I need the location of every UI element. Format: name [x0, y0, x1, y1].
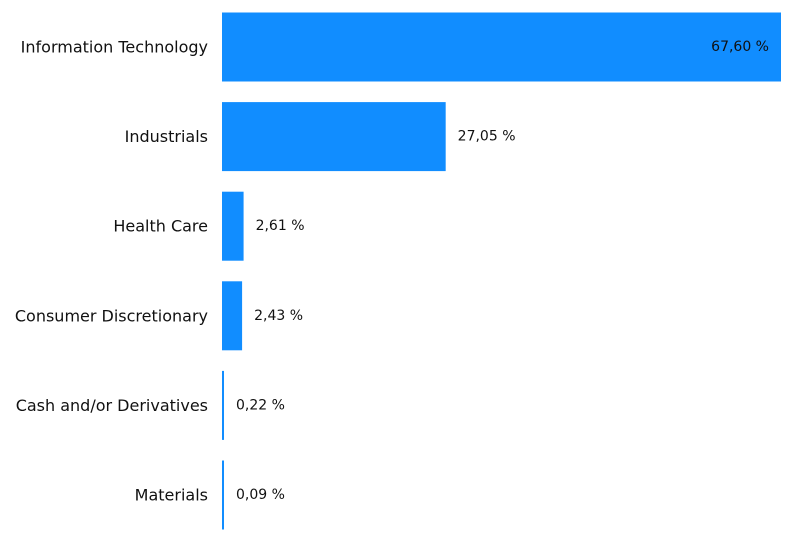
bar-health-care[interactable]	[222, 191, 244, 261]
value-labels: 67,60 % 27,05 % 2,61 % 2,43 % 0,22 % 0,09 %	[236, 39, 769, 503]
category-label-cash-and-or-derivatives: Cash and/or Derivatives	[16, 396, 208, 415]
category-label-health-care: Health Care	[113, 217, 208, 236]
value-label-materials: 0,09 %	[236, 487, 285, 503]
bars-layer	[222, 12, 781, 530]
bar-materials[interactable]	[222, 460, 224, 530]
value-label-health-care: 2,61 %	[256, 218, 305, 234]
value-label-information-technology: 67,60 %	[711, 39, 769, 55]
category-label-information-technology: Information Technology	[21, 38, 208, 57]
category-labels: Information Technology Industrials Health …	[15, 38, 208, 505]
bar-consumer-discretionary[interactable]	[222, 281, 243, 351]
category-label-materials: Materials	[135, 486, 208, 505]
bar-industrials[interactable]	[222, 102, 446, 172]
bar-cash-and-or-derivatives[interactable]	[222, 370, 224, 440]
value-label-cash-and-or-derivatives: 0,22 %	[236, 397, 285, 413]
value-label-consumer-discretionary: 2,43 %	[254, 308, 303, 324]
category-label-consumer-discretionary: Consumer Discretionary	[15, 306, 208, 325]
category-label-industrials: Industrials	[125, 127, 208, 146]
bar-information-technology[interactable]	[222, 12, 781, 82]
value-label-industrials: 27,05 %	[458, 129, 516, 145]
